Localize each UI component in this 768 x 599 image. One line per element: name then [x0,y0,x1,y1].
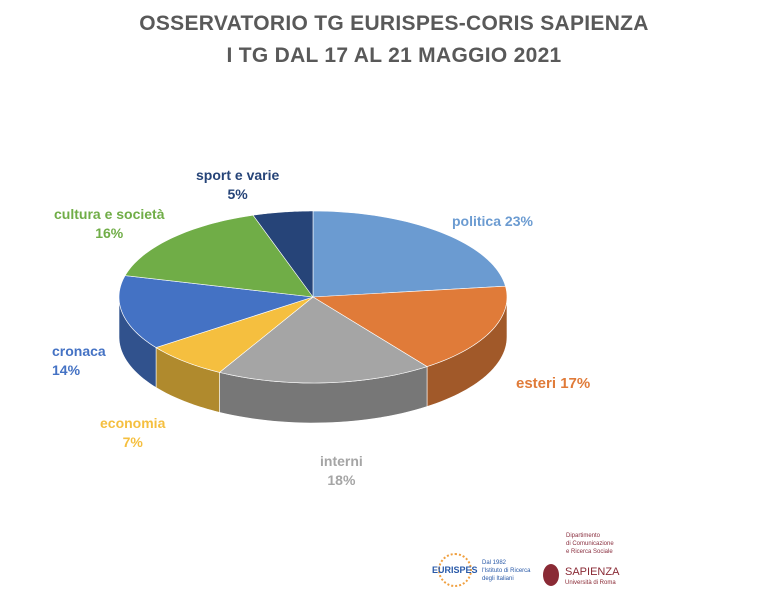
chart-title: OSSERVATORIO TG EURISPES-CORIS SAPIENZA [139,12,649,35]
slice-politica [312,210,506,298]
label-economia: economia 7% [100,415,166,450]
label-cultura: cultura e società 16% [54,206,165,241]
slice-esteri [312,285,508,367]
chart-subtitle: I TG DAL 17 AL 21 MAGGIO 2021 [226,44,562,67]
slice-sport-e-varie [252,210,314,298]
slice-interni [218,296,428,384]
label-sport: sport e varie 5% [196,167,280,202]
label-politica: politica 23% [452,213,533,229]
slice-cronaca [118,275,314,348]
slice-economia [155,296,314,373]
label-interni: interni 18% [320,453,363,488]
sapienza-logo: Dipartimento di Comunicazione e Ricerca So… [543,532,623,592]
label-esteri: esteri 17% [516,375,591,392]
slice-cultura-e-societ- [124,214,314,298]
label-cronaca: cronaca 14% [52,343,106,378]
eurispes-logo: EURISPES Dal 1982 l'Istituto di Ricerca de… [432,553,531,587]
